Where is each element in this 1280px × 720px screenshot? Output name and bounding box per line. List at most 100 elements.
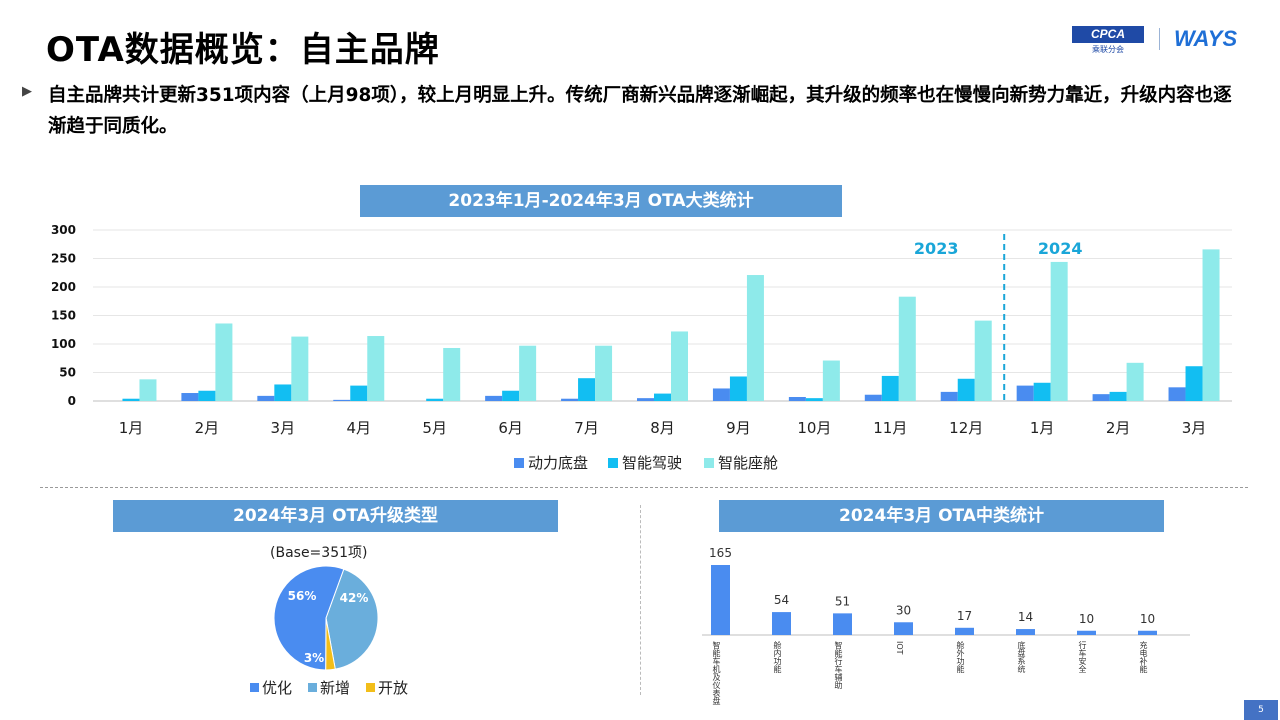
bar-adas — [426, 398, 444, 401]
bar-cockpit — [671, 331, 688, 401]
bar-powertrain — [637, 398, 654, 401]
legend-label: 动力底盘 — [528, 454, 588, 472]
legend-swatch — [308, 683, 317, 692]
x-tick-label: 1月 — [1030, 419, 1055, 437]
category-bar — [833, 613, 852, 635]
category-data-label: 51 — [835, 594, 850, 608]
x-tick-label: 3月 — [1182, 419, 1207, 437]
cpca-logo-subtext: 乘联分会 — [1092, 45, 1124, 54]
legend-swatch — [366, 683, 375, 692]
bar-powertrain — [940, 391, 958, 401]
category-tick-label: 舱外功能 — [956, 640, 965, 674]
vertical-divider — [640, 505, 641, 695]
bar-adas — [729, 376, 747, 401]
category-tick-label: IOT — [895, 641, 904, 655]
page-number: 5 — [1244, 700, 1278, 720]
y-tick-label: 200 — [51, 280, 76, 294]
bar-cockpit — [367, 336, 385, 401]
legend-label: 新增 — [320, 679, 350, 697]
upgrade-type-pie-chart: 56% 42% 3% 优化 新增 开放 — [250, 565, 408, 697]
ways-logo: WAYS — [1174, 26, 1238, 51]
x-tick-label: 6月 — [498, 419, 523, 437]
bar-adas — [805, 398, 823, 401]
bar-adas — [198, 390, 216, 401]
legend-label: 智能座舱 — [718, 454, 778, 472]
x-tick-label: 12月 — [949, 419, 983, 437]
category-tick-label: 充电补能 — [1139, 640, 1148, 674]
legend-label: 开放 — [378, 679, 408, 697]
x-tick-label: 11月 — [873, 419, 907, 437]
x-tick-label: 5月 — [422, 419, 447, 437]
cpca-logo-text: CPCA — [1072, 26, 1144, 43]
category-bar — [894, 622, 913, 635]
bar-cockpit — [974, 320, 992, 401]
bar-cockpit — [746, 275, 764, 401]
x-tick-label: 10月 — [797, 419, 831, 437]
bar-cockpit — [443, 347, 461, 401]
legend-label: 优化 — [262, 679, 292, 697]
category-data-label: 10 — [1079, 612, 1094, 626]
category-bar — [1077, 630, 1096, 635]
category-ota-chart: 165 智能车机及仪表盘 54 舱内功能 51 智能行车辅助 30 IOT 17 舱外功能 14 底盘… — [702, 546, 1190, 705]
bar-powertrain — [712, 388, 730, 401]
bar-cockpit — [1126, 362, 1144, 401]
category-bar — [1138, 630, 1157, 635]
x-tick-label: 3月 — [271, 419, 296, 437]
bar-powertrain — [1016, 385, 1034, 401]
bar-adas — [957, 378, 975, 401]
bar-adas — [881, 375, 899, 401]
bullet-icon: ▶ — [22, 84, 32, 99]
category-tick-label: 行车安全 — [1078, 640, 1087, 673]
pie-data-label: 56% — [288, 589, 317, 603]
pie-slice — [273, 565, 345, 671]
bar-cockpit — [139, 379, 157, 401]
y-tick-label: 0 — [68, 394, 76, 408]
bar-cockpit — [898, 296, 916, 401]
section-divider — [40, 487, 1248, 488]
bar-adas — [274, 384, 292, 401]
monthly-chart-title: 2023年1月-2024年3月 OTA大类统计 — [360, 185, 842, 217]
bar-adas — [1033, 382, 1051, 401]
pie-data-label: 3% — [304, 651, 324, 665]
bar-adas — [1185, 366, 1203, 401]
category-bar — [772, 612, 791, 635]
bar-powertrain — [333, 399, 351, 401]
y-tick-label: 150 — [51, 309, 76, 323]
y-tick-label: 250 — [51, 252, 76, 266]
year-label-2024: 2024 — [1038, 239, 1083, 258]
pie-slice — [325, 568, 379, 670]
legend-swatch — [514, 458, 524, 468]
bar-cockpit — [215, 323, 233, 401]
bar-powertrain — [788, 397, 806, 401]
bar-adas — [654, 393, 671, 401]
category-tick-label: 底盘系统 — [1017, 640, 1026, 674]
bar-powertrain — [1168, 387, 1186, 401]
bar-powertrain — [864, 394, 882, 401]
year-label-2023: 2023 — [914, 239, 959, 258]
category-bar — [711, 565, 730, 635]
bar-adas — [350, 385, 368, 401]
legend-label: 智能驾驶 — [622, 454, 682, 472]
category-data-label: 54 — [774, 593, 789, 607]
x-tick-label: 7月 — [574, 419, 599, 437]
bar-powertrain — [257, 395, 275, 401]
upgrade-type-chart-title: 2024年3月 OTA升级类型 — [113, 500, 558, 532]
bar-cockpit — [1050, 261, 1068, 401]
y-tick-label: 300 — [51, 223, 76, 237]
cpca-logo: CPCA 乘联分会 — [1062, 24, 1146, 54]
bar-adas — [1109, 391, 1127, 401]
bar-powertrain — [181, 393, 199, 401]
logo-divider — [1159, 28, 1160, 50]
category-tick-label: 智能行车辅助 — [834, 640, 843, 690]
category-data-label: 30 — [896, 603, 911, 617]
x-tick-label: 1月 — [119, 419, 144, 437]
summary-text: 自主品牌共计更新351项内容（上月98项），较上月明显上升。传统厂商新兴品牌逐渐… — [48, 85, 1232, 137]
legend-swatch — [608, 458, 618, 468]
legend-swatch — [250, 683, 259, 692]
x-tick-label: 4月 — [346, 419, 371, 437]
category-tick-label: 智能车机及仪表盘 — [712, 640, 721, 705]
category-data-label: 10 — [1140, 612, 1155, 626]
bar-adas — [578, 378, 596, 401]
bar-adas — [502, 390, 520, 401]
x-tick-label: 9月 — [726, 419, 751, 437]
